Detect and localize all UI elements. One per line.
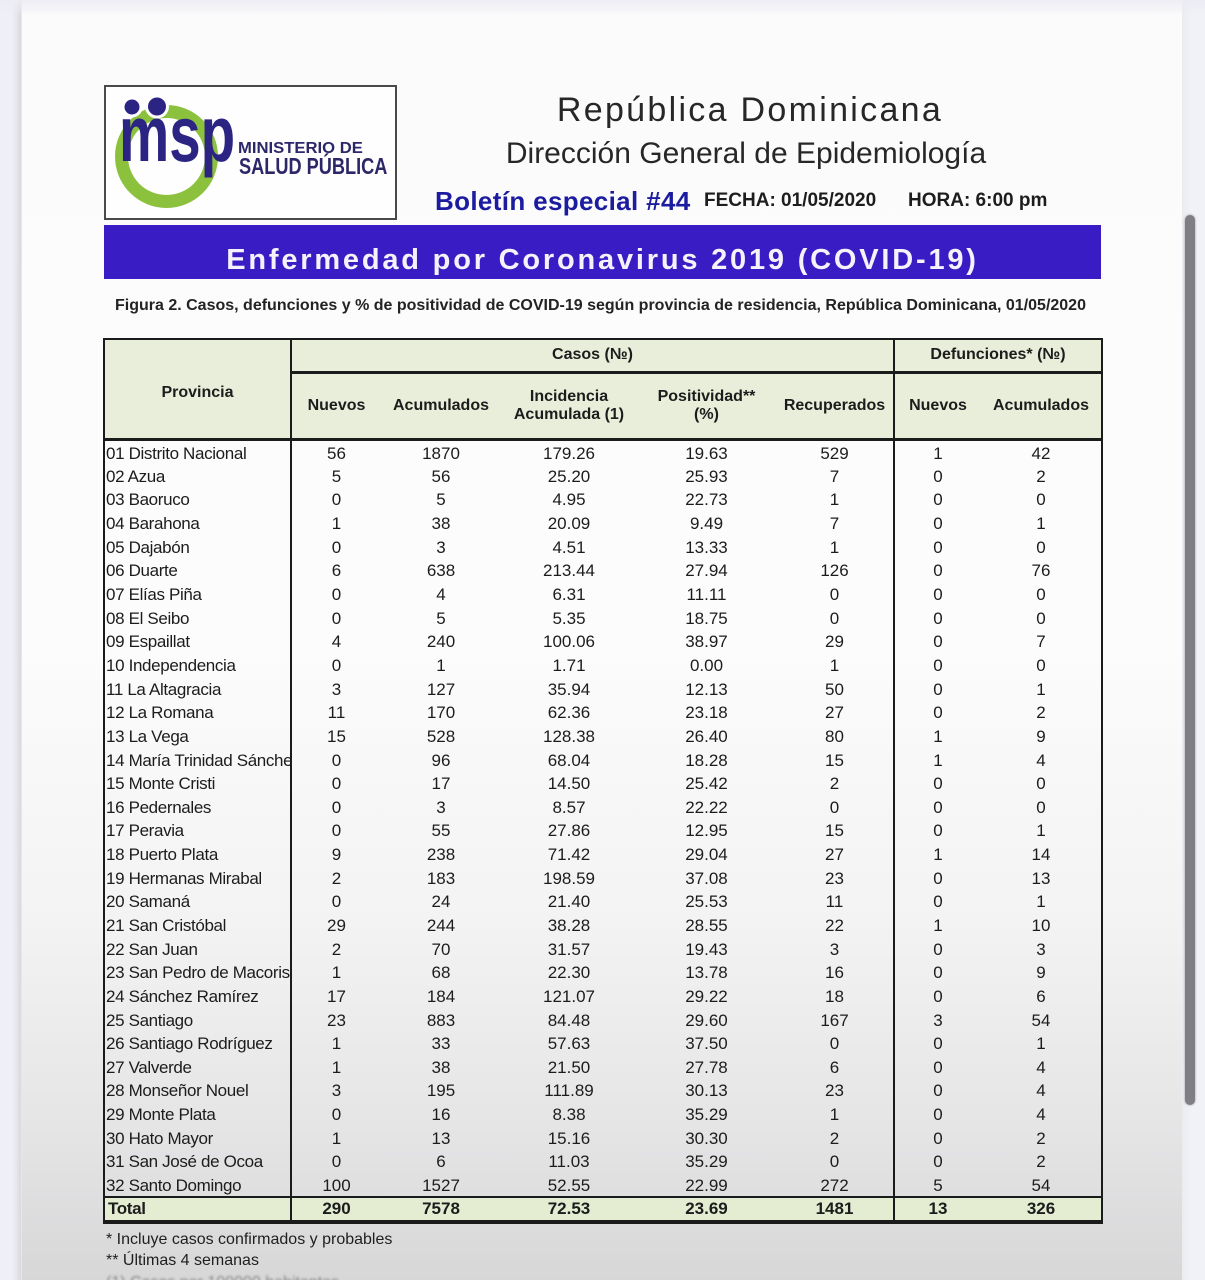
svg-text:msp: msp	[119, 90, 235, 179]
